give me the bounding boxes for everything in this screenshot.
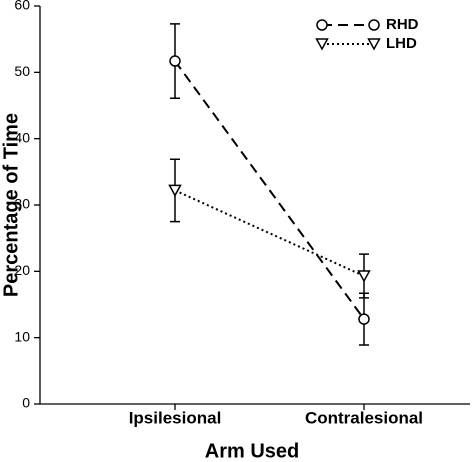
x-tick-label: Ipsilesional [129, 408, 222, 427]
legend-label: RHD [386, 16, 419, 33]
legend-label: LHD [386, 35, 417, 52]
x-tick-label: Contralesional [305, 408, 423, 427]
legend-marker [367, 38, 381, 51]
series-line [174, 60, 365, 320]
data-point [357, 270, 371, 283]
legend-marker [315, 38, 329, 51]
y-tick-label: 50 [14, 63, 30, 79]
data-point [358, 313, 370, 325]
legend-marker [368, 19, 380, 31]
series-line [174, 189, 365, 277]
y-tick-label: 10 [14, 328, 30, 344]
legend-marker [316, 19, 328, 31]
data-point [169, 55, 181, 67]
y-tick-label: 30 [14, 196, 30, 212]
data-point [168, 184, 182, 197]
y-axis-title: Percentage of Time [0, 113, 22, 297]
y-tick-label: 0 [22, 395, 30, 411]
y-tick-label: 60 [14, 0, 30, 13]
y-tick-label: 40 [14, 129, 30, 145]
x-axis-title: Arm Used [205, 440, 299, 462]
y-tick-label: 20 [14, 262, 30, 278]
